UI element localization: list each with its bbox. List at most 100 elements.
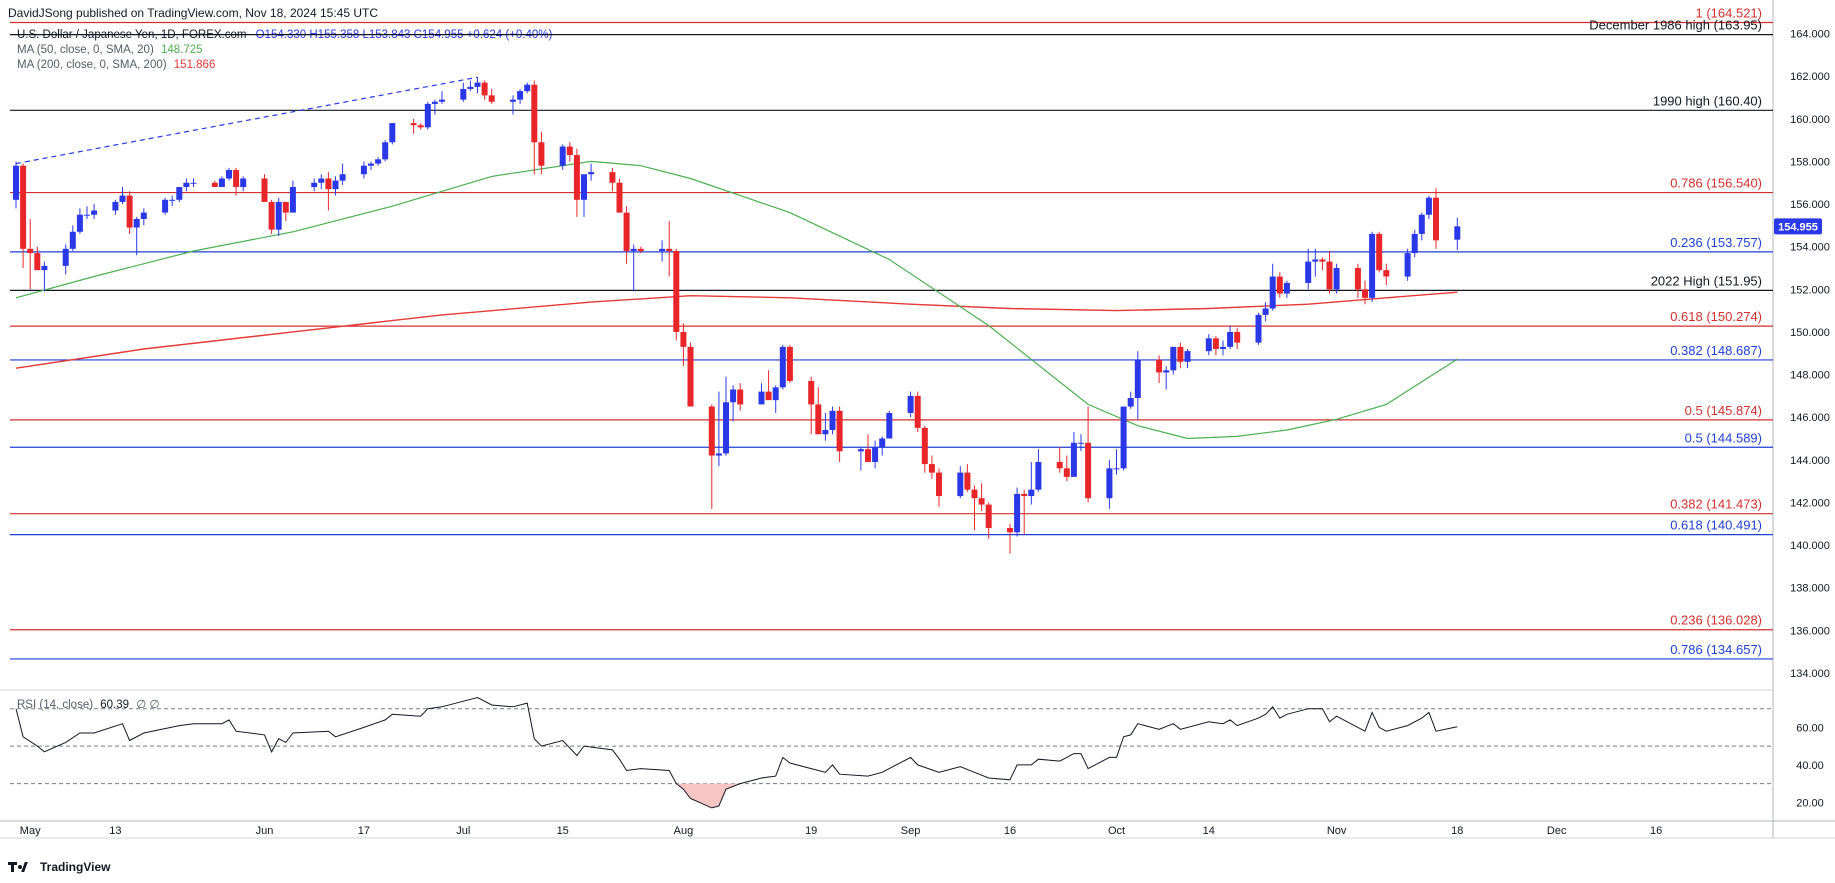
candle-body: [1369, 233, 1376, 298]
candle-body: [1205, 338, 1212, 352]
candle: [1262, 302, 1269, 322]
ma200-line: [15, 291, 1458, 369]
candle: [133, 216, 140, 256]
candle-body: [921, 427, 928, 465]
candle-body: [1070, 442, 1077, 477]
price-tick-label: 158.000: [1790, 156, 1830, 168]
candle-body: [1234, 331, 1241, 343]
candle-body: [659, 248, 666, 251]
level-label: 0.382 (141.473): [1670, 497, 1762, 512]
price-tick-label: 134.000: [1790, 668, 1830, 680]
candle: [1383, 263, 1390, 286]
candle: [268, 199, 275, 234]
time-tick-label: 15: [557, 825, 569, 837]
candle-body: [758, 391, 765, 405]
candle-body: [1454, 226, 1461, 240]
time-tick-label: 17: [358, 825, 370, 837]
candle-body: [41, 265, 48, 271]
candle-body: [389, 123, 396, 143]
candle-body: [573, 155, 580, 200]
candle-body: [1014, 493, 1021, 533]
rsi-tick-label: 40.00: [1796, 760, 1824, 772]
candle: [1411, 229, 1418, 258]
candle: [218, 176, 225, 188]
candle: [1283, 280, 1290, 298]
candle: [872, 440, 879, 469]
candle-body: [1305, 261, 1312, 283]
candle-body: [417, 125, 424, 128]
candle-body: [808, 380, 815, 405]
candle: [84, 206, 90, 219]
candle-body: [1383, 270, 1390, 277]
candle-body: [20, 165, 27, 249]
candle-body: [1418, 214, 1425, 234]
level-label: 0.786 (156.540): [1670, 176, 1762, 191]
ma50-value: 148.725: [160, 44, 203, 56]
candle: [41, 261, 48, 292]
tradingview-footer[interactable]: TradingView: [8, 860, 110, 874]
price-tick-label: 154.000: [1790, 242, 1830, 254]
candle: [517, 88, 524, 104]
rsi-legend[interactable]: RSI (14, close) 60.39 ∅ ∅: [17, 697, 159, 711]
candle-body: [460, 88, 467, 100]
candle: [836, 406, 843, 462]
candle: [20, 163, 27, 269]
candle-body: [836, 410, 843, 452]
price-tick-label: 138.000: [1790, 583, 1830, 595]
candle: [69, 225, 76, 251]
level-label: December 1986 high (163.95): [1589, 18, 1762, 33]
candle: [1269, 263, 1276, 311]
candle-body: [488, 95, 495, 102]
candle-body: [375, 159, 382, 164]
candle: [233, 167, 240, 196]
candle: [1404, 248, 1411, 281]
candle: [971, 485, 978, 531]
candle-body: [1404, 253, 1411, 277]
candle-body: [332, 180, 339, 190]
candle: [169, 195, 176, 207]
candle: [1113, 449, 1120, 475]
price-tick-label: 164.000: [1790, 29, 1830, 41]
candle-body: [687, 346, 694, 407]
candle: [1177, 342, 1184, 369]
candle: [659, 240, 666, 262]
time-tick-label: May: [20, 825, 41, 837]
current-price-tag: [1774, 218, 1822, 235]
price-tick-label: 144.000: [1790, 455, 1830, 467]
candle-body: [183, 182, 190, 188]
candle-body: [510, 99, 516, 102]
time-tick-label: Nov: [1327, 825, 1347, 837]
published-header: DavidJSong published on TradingView.com,…: [8, 6, 379, 20]
candle: [126, 191, 133, 234]
candle: [332, 176, 339, 196]
candle: [439, 91, 445, 104]
candle-body: [318, 178, 325, 183]
candle-body: [985, 504, 992, 529]
time-tick-label: Aug: [674, 825, 694, 837]
candle-body: [91, 210, 98, 215]
candle-body: [928, 464, 935, 473]
level-label: 0.236 (136.028): [1670, 613, 1762, 628]
level-label: 0.382 (148.687): [1670, 343, 1762, 358]
candle-body: [1212, 338, 1219, 349]
candle: [1014, 487, 1021, 537]
price-tick-label: 150.000: [1790, 327, 1830, 339]
candle: [1035, 449, 1042, 492]
candle-body: [822, 429, 829, 435]
candle-body: [978, 498, 985, 505]
candle: [857, 447, 864, 471]
candle-body: [1113, 468, 1120, 470]
ma200-legend[interactable]: MA (200, close, 0, SMA, 200) 151.866: [17, 59, 215, 71]
ma200-label: MA (200, close, 0, SMA, 200): [17, 59, 167, 71]
candle: [140, 208, 147, 226]
ma50-legend[interactable]: MA (50, close, 0, SMA, 20) 148.725: [17, 44, 203, 56]
candle-body: [360, 165, 367, 175]
candle-body: [190, 182, 197, 184]
candle-body: [311, 182, 318, 188]
price-tick-label: 146.000: [1790, 412, 1830, 424]
candle-body: [176, 187, 183, 200]
time-tick-label: Sep: [901, 825, 921, 837]
candle-body: [261, 178, 268, 202]
